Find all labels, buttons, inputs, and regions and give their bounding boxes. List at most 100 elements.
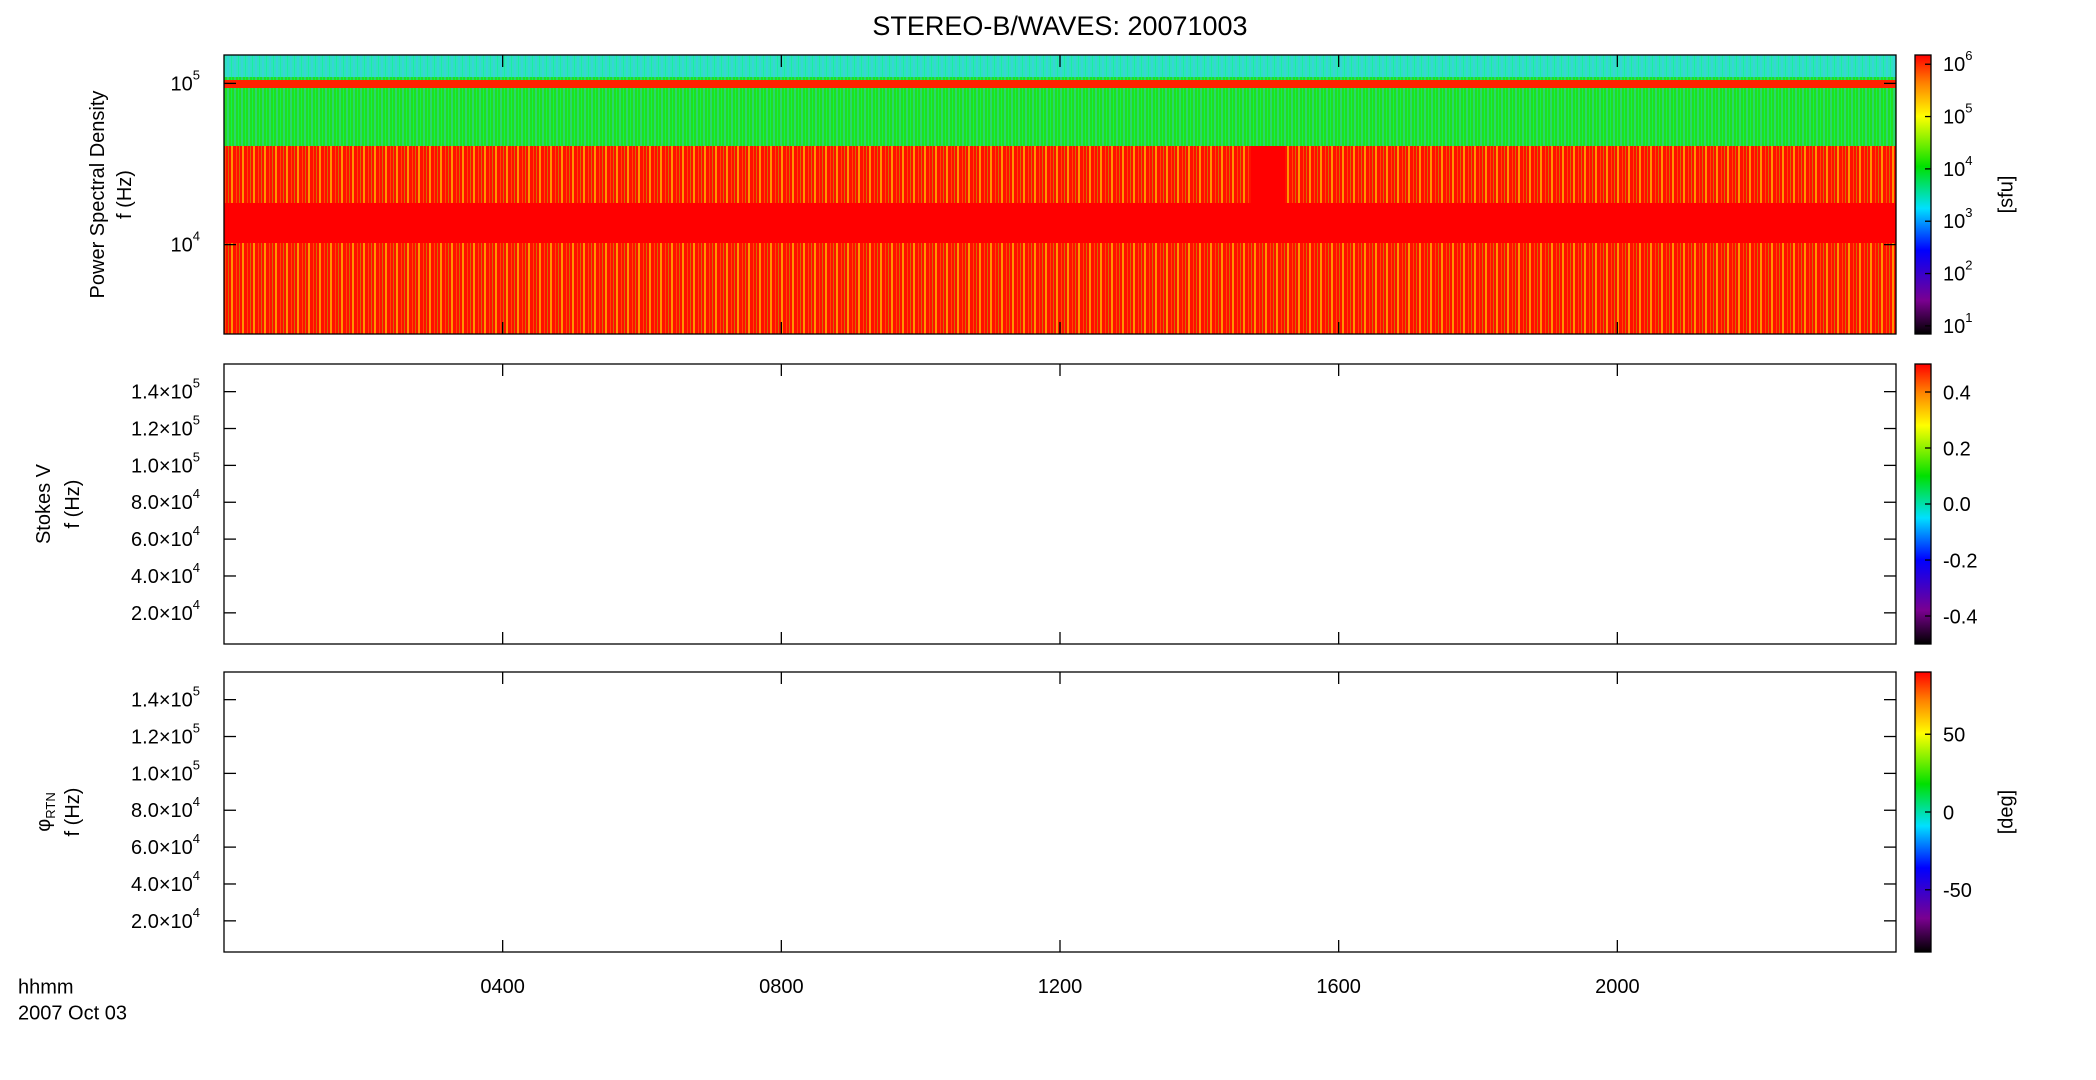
colorbar-tick-label-exp: 6: [1965, 49, 1972, 64]
colorbar-tick-label-base: 10: [1943, 54, 1965, 76]
y-tick-label-base: 2.0×10: [131, 911, 193, 933]
colorbar-tick-label-base: 10: [1943, 316, 1965, 338]
y-tick-label-exp: 4: [193, 229, 200, 244]
y-axis-label: Power Spectral Density: [87, 91, 109, 299]
y-tick-label-base: 1.2×10: [131, 727, 193, 749]
colorbar-tick-label: 50: [1943, 725, 1965, 747]
y-tick-label-base: 6.0×10: [131, 529, 193, 551]
y-tick-label-base: 4.0×10: [131, 874, 193, 896]
y-axis-label-base: φ: [33, 819, 55, 832]
y-tick-label-exp: 5: [193, 413, 200, 428]
colorbar-tick-label-exp: 5: [1965, 101, 1972, 116]
y-tick-label: 105: [171, 68, 200, 96]
y-tick-label: 6.0×104: [131, 832, 200, 860]
y-tick-label: 8.0×104: [131, 487, 200, 515]
plot-frame: [223, 363, 1897, 645]
y-axis-label-base: f (Hz): [62, 788, 84, 837]
y-tick-label-exp: 4: [193, 868, 200, 883]
y-tick-label: 4.0×104: [131, 868, 200, 896]
y-tick-label: 1.0×105: [131, 450, 200, 478]
figure-title: STEREO-B/WAVES: 20071003: [872, 11, 1247, 41]
colorbar-tick-label: -0.4: [1943, 606, 1977, 628]
y-tick-label: 4.0×104: [131, 560, 200, 588]
colorbar-tick-label-exp: 3: [1965, 206, 1972, 221]
y-tick-label-base: 10: [171, 235, 193, 257]
colorbar-tick-label: 0.0: [1943, 494, 1971, 516]
colorbar-tick-label: 104: [1943, 153, 1972, 181]
colorbar-tick-label: -0.2: [1943, 550, 1977, 572]
colorbar-label: [deg]: [1995, 790, 2017, 834]
x-tick-label: 1200: [1038, 976, 1083, 998]
y-tick-label-exp: 5: [193, 684, 200, 699]
colorbar-tick-label-base: 0.0: [1943, 494, 1971, 516]
x-tick-label: 0400: [480, 976, 525, 998]
colorbar-tick-label: 0.4: [1943, 382, 1971, 404]
y-axis-label: f (Hz): [114, 170, 136, 219]
y-axis-label-base: Power Spectral Density: [87, 91, 109, 299]
x-tick-label-base: 0800: [759, 976, 804, 998]
y-tick-label-exp: 4: [193, 560, 200, 575]
y-axis-label-base: f (Hz): [114, 170, 136, 219]
y-tick-label-exp: 5: [193, 758, 200, 773]
date-label: 2007 Oct 03: [18, 1002, 127, 1024]
colorbar-tick-label-exp: 1: [1965, 310, 1972, 325]
y-tick-label-base: 1.0×10: [131, 764, 193, 786]
y-tick-label-exp: 4: [193, 597, 200, 612]
x-tick-label-base: 0400: [480, 976, 525, 998]
y-tick-label-exp: 4: [193, 487, 200, 502]
y-tick-label-exp: 5: [193, 450, 200, 465]
colorbar-tick-label-base: 10: [1943, 107, 1965, 129]
colorbar: [1914, 54, 1932, 335]
y-tick-label: 1.0×105: [131, 758, 200, 786]
colorbar-tick-label-base: 10: [1943, 159, 1965, 181]
x-tick-label: 1600: [1316, 976, 1361, 998]
colorbar-tick-label: 0.2: [1943, 438, 1971, 460]
y-axis-label-base: f (Hz): [62, 480, 84, 529]
y-tick-label-exp: 5: [193, 376, 200, 391]
y-tick-label-base: 1.4×10: [131, 690, 193, 712]
x-axis-label: hhmm: [18, 976, 74, 998]
y-tick-label: 1.4×105: [131, 376, 200, 404]
colorbar-tick-label-exp: 2: [1965, 258, 1972, 273]
plot-frame: [223, 671, 1897, 953]
colorbar-tick-label: 105: [1943, 101, 1972, 129]
y-tick-label: 1.4×105: [131, 684, 200, 712]
x-tick-label-base: 1600: [1316, 976, 1361, 998]
x-tick-label-base: 1200: [1038, 976, 1083, 998]
y-axis-label: f (Hz): [62, 788, 84, 837]
colorbar-tick-label: 0: [1943, 802, 1954, 824]
y-tick-label: 2.0×104: [131, 905, 200, 933]
y-axis-label: Stokes V: [33, 463, 55, 544]
y-tick-label-exp: 5: [193, 721, 200, 736]
y-axis-label-base: Stokes V: [33, 463, 55, 544]
y-tick-label-base: 10: [171, 74, 193, 96]
colorbar-tick-label-exp: 4: [1965, 153, 1972, 168]
y-tick-label-base: 6.0×10: [131, 837, 193, 859]
y-axis-label: φRTN: [33, 792, 58, 831]
spectrogram: [224, 55, 1896, 334]
y-tick-label: 1.2×105: [131, 721, 200, 749]
y-tick-label: 104: [171, 229, 200, 257]
y-tick-label-exp: 4: [193, 905, 200, 920]
y-tick-label-exp: 4: [193, 524, 200, 539]
colorbar-tick-label-base: 10: [1943, 264, 1965, 286]
colorbar-tick-label-base: 10: [1943, 212, 1965, 234]
y-tick-label-base: 8.0×10: [131, 801, 193, 823]
x-tick-label-base: 2000: [1595, 976, 1640, 998]
y-tick-label-base: 2.0×10: [131, 603, 193, 625]
colorbar-tick-label: 106: [1943, 49, 1972, 77]
y-tick-label-base: 1.2×10: [131, 419, 193, 441]
y-tick-label-base: 1.4×10: [131, 382, 193, 404]
colorbar-label: [sfu]: [1995, 176, 2017, 214]
y-axis-label: f (Hz): [62, 480, 84, 529]
colorbar-tick-label: -50: [1943, 880, 1972, 902]
colorbar-tick-label: 102: [1943, 258, 1972, 286]
y-tick-label-base: 4.0×10: [131, 566, 193, 588]
y-tick-label-exp: 5: [193, 68, 200, 83]
x-tick-label: 2000: [1595, 976, 1640, 998]
colorbar-tick-label: 103: [1943, 206, 1972, 234]
y-tick-label: 2.0×104: [131, 597, 200, 625]
colorbar-tick-label: 101: [1943, 310, 1972, 338]
y-axis-label-sub: RTN: [43, 792, 58, 818]
